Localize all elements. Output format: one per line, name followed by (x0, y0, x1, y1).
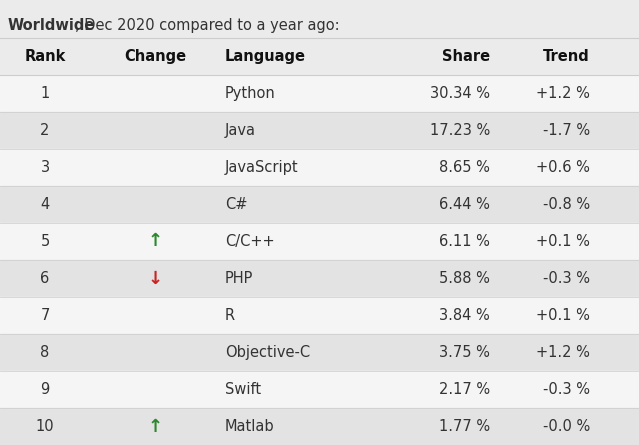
Text: 2: 2 (40, 123, 50, 138)
Text: 3.84 %: 3.84 % (439, 308, 490, 323)
Text: 30.34 %: 30.34 % (430, 86, 490, 101)
Bar (0, 223, 639, 260)
Text: 10: 10 (36, 419, 54, 434)
Bar (0, 371, 639, 408)
Text: PHP: PHP (225, 271, 254, 286)
Bar (0, 334, 639, 371)
Text: -1.7 %: -1.7 % (543, 123, 590, 138)
Text: +1.2 %: +1.2 % (536, 86, 590, 101)
Text: -0.3 %: -0.3 % (543, 382, 590, 397)
Text: 6.44 %: 6.44 % (439, 197, 490, 212)
Text: Matlab: Matlab (225, 419, 275, 434)
Text: 7: 7 (40, 308, 50, 323)
Text: -0.0 %: -0.0 % (543, 419, 590, 434)
Text: 6.11 %: 6.11 % (439, 234, 490, 249)
Text: Java: Java (225, 123, 256, 138)
Text: Share: Share (442, 49, 490, 64)
Text: 3.75 %: 3.75 % (439, 345, 490, 360)
Bar (0, 112, 639, 149)
Text: -0.3 %: -0.3 % (543, 271, 590, 286)
Text: +0.1 %: +0.1 % (536, 234, 590, 249)
Text: Worldwide: Worldwide (8, 18, 95, 33)
Text: C/C++: C/C++ (225, 234, 275, 249)
Text: ↑: ↑ (148, 417, 162, 436)
Text: 4: 4 (40, 197, 50, 212)
Text: Trend: Trend (543, 49, 590, 64)
Text: +0.6 %: +0.6 % (536, 160, 590, 175)
Text: Rank: Rank (24, 49, 66, 64)
Bar (0, 186, 639, 223)
Bar (0, 75, 639, 112)
Text: 5.88 %: 5.88 % (439, 271, 490, 286)
Text: 1: 1 (40, 86, 50, 101)
Text: 3: 3 (40, 160, 50, 175)
Bar (0, 149, 639, 186)
Text: 8: 8 (40, 345, 50, 360)
Text: +0.1 %: +0.1 % (536, 308, 590, 323)
Text: 6: 6 (40, 271, 50, 286)
Text: R: R (225, 308, 235, 323)
Text: 17.23 %: 17.23 % (430, 123, 490, 138)
Text: JavaScript: JavaScript (225, 160, 298, 175)
Text: Language: Language (225, 49, 306, 64)
Text: 2.17 %: 2.17 % (439, 382, 490, 397)
Text: C#: C# (225, 197, 247, 212)
Text: ↑: ↑ (148, 232, 162, 251)
Text: Swift: Swift (225, 382, 261, 397)
Text: 8.65 %: 8.65 % (439, 160, 490, 175)
Text: Objective-C: Objective-C (225, 345, 310, 360)
Text: Change: Change (124, 49, 186, 64)
Text: ↓: ↓ (148, 270, 162, 287)
Text: Python: Python (225, 86, 276, 101)
Bar (0, 408, 639, 445)
Text: , Dec 2020 compared to a year ago:: , Dec 2020 compared to a year ago: (75, 18, 339, 33)
Text: -0.8 %: -0.8 % (543, 197, 590, 212)
Text: 5: 5 (40, 234, 50, 249)
Text: +1.2 %: +1.2 % (536, 345, 590, 360)
Bar (0, 297, 639, 334)
Bar (0, 260, 639, 297)
Text: 9: 9 (40, 382, 50, 397)
Text: 1.77 %: 1.77 % (439, 419, 490, 434)
